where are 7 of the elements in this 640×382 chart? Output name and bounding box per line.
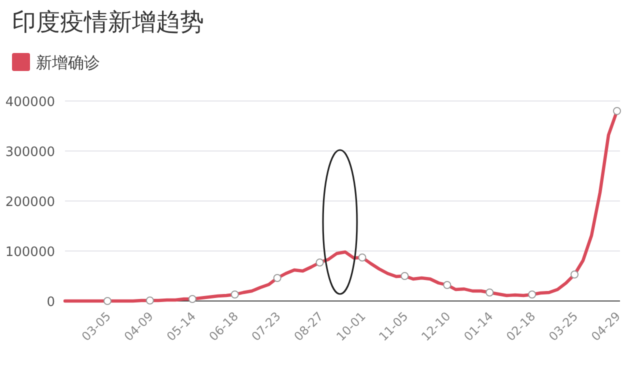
y-tick-label: 100000 [5, 245, 55, 260]
y-tick-label: 400000 [5, 95, 55, 110]
chart-title: 印度疫情新增趋势 [12, 8, 204, 36]
y-tick-label: 0 [46, 295, 55, 310]
legend-label: 新增确诊 [36, 53, 100, 72]
y-tick-label: 300000 [5, 145, 55, 160]
y-tick-label: 200000 [5, 195, 55, 210]
